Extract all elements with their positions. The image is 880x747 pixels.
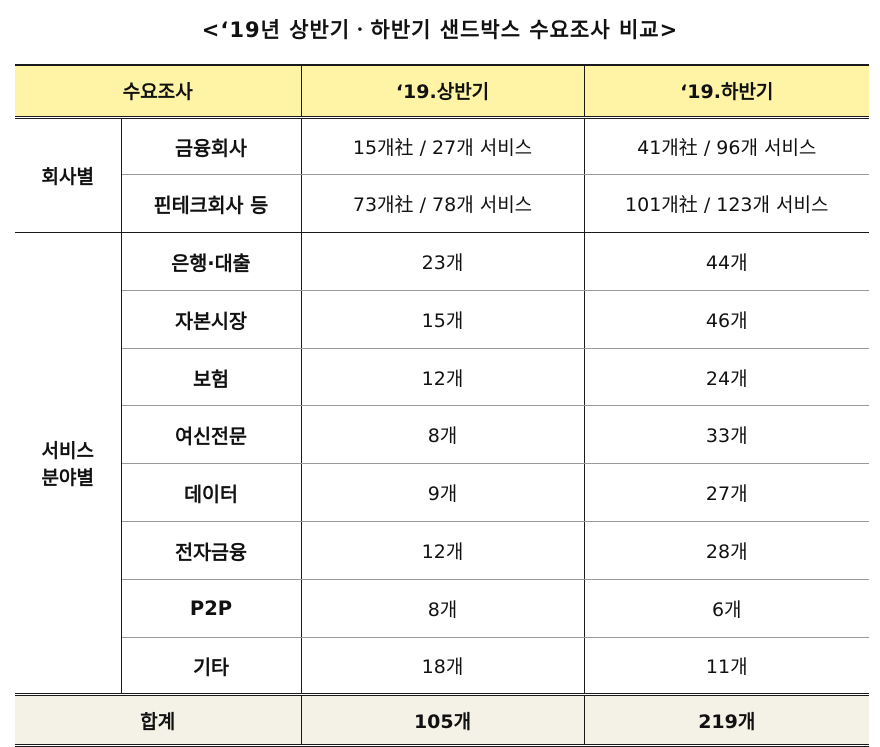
table-row: 데이터 9개 27개	[15, 463, 870, 523]
first-half-cell: 73개社 / 78개 서비스	[300, 174, 585, 234]
first-half-cell: 8개	[300, 578, 585, 638]
page-title: <‘19년 상반기ㆍ하반기 샌드박스 수요조사 비교>	[201, 18, 679, 42]
row-label: 보험	[121, 347, 302, 407]
table-row: 여신전문 8개 33개	[15, 405, 870, 465]
first-half-cell: 18개	[300, 636, 585, 696]
second-half-cell: 24개	[583, 347, 870, 407]
second-half-cell: 6개	[583, 578, 870, 638]
row-label: P2P	[121, 578, 302, 638]
row-label: 핀테크회사 등	[121, 174, 302, 234]
second-half-cell: 101개社 / 123개 서비스	[583, 174, 870, 234]
group-label-service-line2: 분야별	[41, 467, 94, 490]
total-first-half: 105개	[300, 693, 585, 747]
header-second-half: ‘19.하반기	[583, 64, 870, 119]
row-label: 은행·대출	[120, 232, 302, 291]
table-row: 기타 18개 11개	[15, 636, 870, 696]
second-half-cell: 27개	[583, 463, 870, 523]
second-half-cell: 11개	[583, 636, 870, 696]
row-label: 여신전문	[121, 405, 302, 465]
group-label-company: 회사별	[15, 116, 122, 234]
row-label: 전자금융	[121, 521, 302, 580]
table-row: 서비스 분야별 은행·대출 23개 44개	[15, 232, 870, 695]
row-label: 데이터	[121, 463, 302, 523]
second-half-cell: 46개	[583, 289, 870, 349]
table-row: 보험 12개 24개	[15, 347, 870, 407]
header-row: 수요조사 ‘19.상반기 ‘19.하반기	[15, 64, 870, 119]
total-second-half: 219개	[583, 693, 870, 747]
second-half-cell: 33개	[583, 405, 870, 465]
first-half-cell: 9개	[300, 463, 585, 523]
second-half-cell: 28개	[583, 521, 870, 580]
first-half-cell: 12개	[300, 521, 585, 580]
second-half-cell: 44개	[583, 232, 870, 291]
first-half-cell: 15개	[300, 289, 585, 349]
group-label-service-line1: 서비스	[41, 440, 94, 463]
first-half-cell: 12개	[300, 347, 585, 407]
group-label-service: 서비스 분야별	[15, 232, 122, 695]
total-label: 합계	[15, 693, 302, 747]
second-half-cell: 41개社 / 96개 서비스	[583, 116, 870, 176]
table-row: 자본시장 15개 46개	[15, 289, 870, 349]
total-row: 합계 105개 219개	[15, 693, 870, 747]
survey-comparison-table: 수요조사 ‘19.상반기 ‘19.하반기 회사별 금융회사 15개社 / 27개…	[15, 64, 870, 747]
table-row: 핀테크회사 등 73개社 / 78개 서비스 101개社 / 123개 서비스	[15, 174, 870, 234]
first-half-cell: 15개社 / 27개 서비스	[300, 116, 585, 176]
row-label: 자본시장	[121, 289, 302, 349]
header-first-half: ‘19.상반기	[300, 64, 585, 119]
table-row: 전자금융 12개 28개	[15, 521, 870, 580]
first-half-cell: 23개	[300, 232, 585, 291]
first-half-cell: 8개	[300, 405, 585, 465]
table-row: P2P 8개 6개	[15, 578, 870, 638]
row-label: 기타	[121, 636, 302, 696]
header-survey: 수요조사	[15, 64, 302, 119]
table-row: 회사별 금융회사 15개社 / 27개 서비스 41개社 / 96개 서비스	[15, 116, 870, 234]
row-label: 금융회사	[120, 116, 302, 176]
